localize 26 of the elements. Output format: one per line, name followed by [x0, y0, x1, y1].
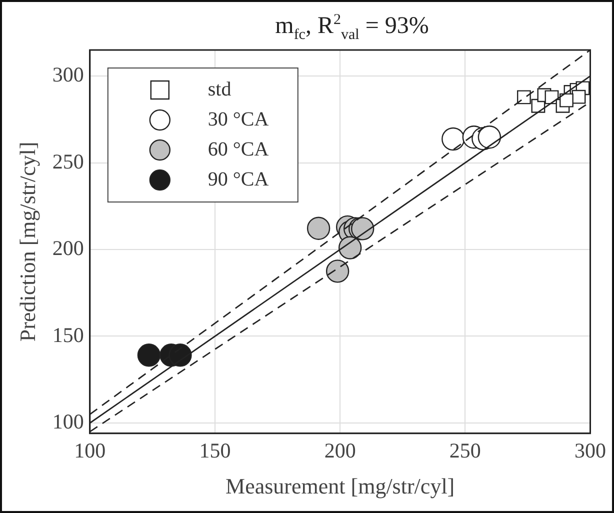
legend-label: 30 °CA — [208, 108, 270, 130]
legend-label: 60 °CA — [208, 138, 270, 160]
point — [516, 90, 531, 104]
y-axis-title: Prediction [mg/str/cyl] — [14, 142, 40, 342]
point — [306, 216, 330, 240]
point — [560, 93, 574, 108]
point — [572, 90, 586, 104]
legend-label: std — [208, 78, 232, 100]
x-tick-label: 150 — [199, 438, 231, 463]
point — [338, 236, 362, 260]
y-tick-label: 150 — [52, 322, 84, 347]
x-tick-label: 200 — [324, 438, 356, 463]
legend-label: 90 °CA — [208, 168, 270, 190]
x-axis-title: Measurement [mg/str/cyl] — [226, 474, 455, 499]
y-tick-label: 300 — [52, 62, 84, 87]
point — [478, 125, 502, 149]
point — [137, 344, 161, 367]
chart-title: m$_{fc}$, R$^{2}$$_{val}$ = 93% — [274, 12, 430, 44]
y-tick-label: 100 — [52, 410, 84, 434]
x-tick-label: 100 — [74, 438, 106, 463]
y-tick-label: 200 — [52, 236, 84, 260]
x-tick-label: 300 — [574, 438, 606, 463]
x-tick-label: 250 — [449, 438, 481, 463]
point — [442, 127, 465, 151]
y-tick-label: 250 — [52, 149, 84, 174]
point — [326, 260, 350, 283]
